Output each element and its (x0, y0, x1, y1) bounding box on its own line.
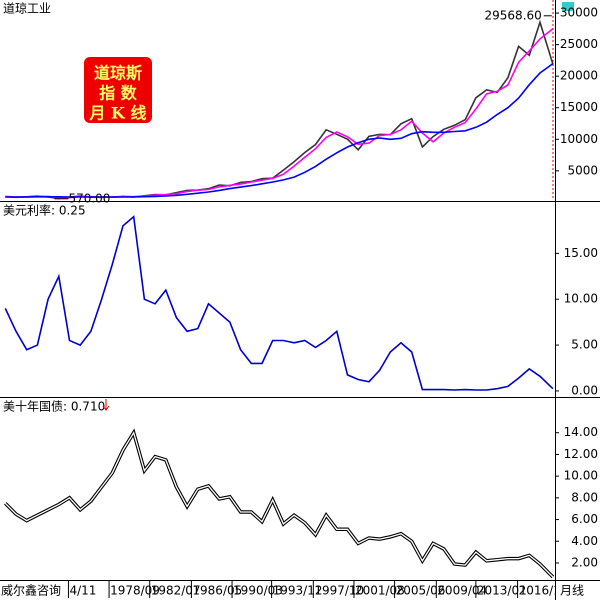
x-tick-label: 1978/09 (110, 584, 160, 598)
y-tick-label: 8.00 (571, 490, 598, 504)
y-tick-label: 5000 (567, 163, 598, 177)
x-tick-label: 2016/11 (519, 584, 569, 598)
period-bg (556, 581, 600, 600)
y-tick-label: 30000 (560, 6, 598, 20)
low-label: 570.00 (68, 191, 110, 205)
title-arrow (102, 399, 110, 411)
y-tick-label: 10.00 (564, 469, 598, 483)
x-tick-label: 2009/04 (437, 584, 487, 598)
panel-title: 美十年国债: 0.710 (3, 400, 105, 414)
x-tick-label: 2013/01 (477, 584, 527, 598)
y-tick-label: 15.00 (564, 246, 598, 260)
series-line-inner (4, 431, 554, 578)
x-tick-label: 1997/10 (314, 584, 364, 598)
legend-box-line: 指 数 (99, 84, 138, 103)
x-tick-label: 2001/08 (355, 584, 405, 598)
icon (562, 2, 574, 11)
y-tick-label: 0.00 (571, 383, 598, 397)
y-tick-label: 15000 (560, 100, 598, 114)
y-tick-label: 2.00 (571, 555, 598, 569)
legend-box-bg (84, 57, 152, 123)
series-line (4, 215, 554, 391)
period-label: 月线 (560, 584, 584, 598)
series-line (5, 62, 554, 198)
y-tick-label: 20000 (560, 69, 598, 83)
legend-box-line: 道琼斯 (94, 64, 142, 83)
y-tick-label: 6.00 (571, 512, 598, 526)
y-tick-label: 12.00 (564, 447, 598, 461)
y-tick-label: 25000 (560, 37, 598, 51)
x-tick-label: 1986/05 (192, 584, 242, 598)
panel-title: 道琼工业 (3, 1, 51, 16)
x-tick-label: 1993/12 (273, 584, 323, 598)
panel-title: 美元利率: 0.25 (3, 203, 86, 218)
y-tick-label: 5.00 (571, 338, 598, 352)
source-bg (0, 581, 62, 600)
source-label: 威尔鑫咨询 (1, 583, 61, 598)
y-tick-label: 10.00 (564, 292, 598, 306)
y-tick-label: 4.00 (571, 534, 598, 548)
legend-box-line: 月 K 线 (88, 104, 146, 123)
x-tick-label: 1982/07 (151, 584, 201, 598)
y-tick-label: 14.00 (564, 425, 598, 439)
x-tick-label: 4/11 (69, 584, 96, 598)
x-tick-label: 2005/06 (396, 584, 446, 598)
y-tick-label: 10000 (560, 132, 598, 146)
high-label: 29568.60 (485, 8, 542, 22)
x-tick-label: 1990/03 (233, 584, 283, 598)
